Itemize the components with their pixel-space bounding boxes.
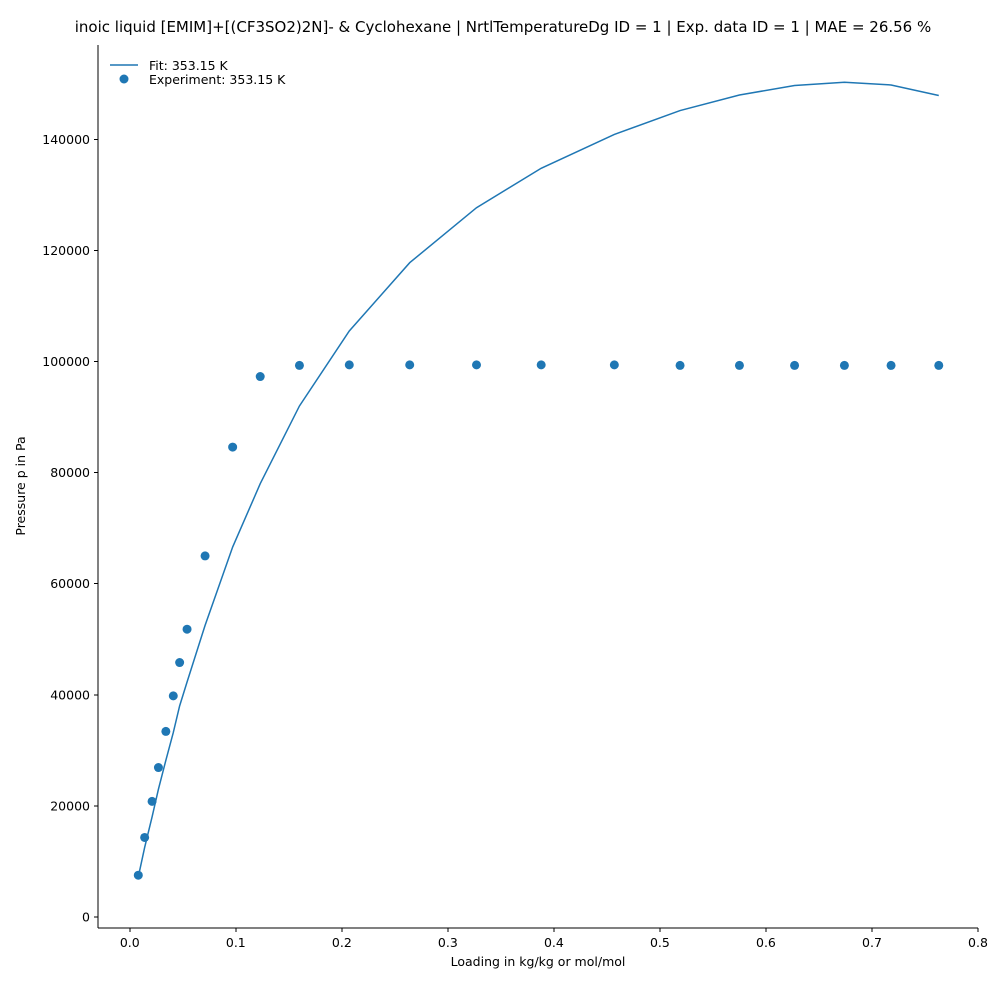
experiment-point — [133, 870, 143, 880]
experiment-point — [294, 360, 304, 370]
y-tick-label: 40000 — [50, 687, 90, 702]
y-tick-label: 120000 — [42, 243, 90, 258]
x-tick-label: 0.3 — [438, 935, 458, 950]
experiment-point — [168, 691, 178, 701]
y-axis-label: Pressure p in Pa — [13, 436, 28, 535]
experiment-point — [734, 360, 744, 370]
experiment-point — [175, 658, 185, 668]
x-tick-label: 0.2 — [332, 935, 352, 950]
x-axis-label: Loading in kg/kg or mol/mol — [451, 954, 626, 969]
experiment-point — [839, 360, 849, 370]
experiment-point — [200, 551, 210, 561]
y-tick-label: 60000 — [50, 576, 90, 591]
experiment-points — [133, 360, 944, 880]
y-tick-label: 100000 — [42, 354, 90, 369]
experiment-point — [153, 763, 163, 773]
x-tick-label: 0.0 — [120, 935, 140, 950]
y-ticks: 0 20000 40000 60000 80000 100000 120000 140000 — [42, 132, 98, 924]
x-tick-label: 0.5 — [650, 935, 670, 950]
legend-fit-label: Fit: 353.15 K — [149, 58, 229, 73]
experiment-point — [790, 360, 800, 370]
experiment-point — [405, 360, 415, 370]
fit-line — [137, 81, 939, 878]
x-tick-label: 0.6 — [756, 935, 776, 950]
y-tick-label: 80000 — [50, 465, 90, 480]
experiment-point — [255, 372, 265, 382]
experiment-point — [140, 832, 150, 842]
legend-experiment-label: Experiment: 353.15 K — [149, 72, 286, 87]
x-tick-label: 0.1 — [226, 935, 246, 950]
legend-experiment-swatch — [119, 74, 129, 84]
x-tick-label: 0.4 — [544, 935, 564, 950]
experiment-point — [161, 726, 171, 736]
y-tick-label: 140000 — [42, 132, 90, 147]
plot-area — [133, 81, 944, 880]
experiment-point — [344, 360, 354, 370]
experiment-point — [182, 624, 192, 634]
experiment-point — [934, 360, 944, 370]
experiment-point — [472, 360, 482, 370]
experiment-point — [886, 360, 896, 370]
experiment-point — [675, 360, 685, 370]
experiment-point — [228, 442, 238, 452]
chart-title: inoic liquid [EMIM]+[(CF3SO2)2N]- & Cycl… — [75, 18, 932, 36]
experiment-point — [147, 796, 157, 806]
y-tick-label: 0 — [82, 909, 90, 924]
experiment-point — [536, 360, 546, 370]
legend: Fit: 353.15 K Experiment: 353.15 K — [110, 58, 286, 87]
x-tick-label: 0.8 — [968, 935, 988, 950]
x-tick-label: 0.7 — [862, 935, 882, 950]
axes — [97, 45, 978, 929]
experiment-point — [609, 360, 619, 370]
x-ticks: 0.0 0.1 0.2 0.3 0.4 0.5 0.6 0.7 0.8 — [120, 928, 988, 950]
y-tick-label: 20000 — [50, 798, 90, 813]
